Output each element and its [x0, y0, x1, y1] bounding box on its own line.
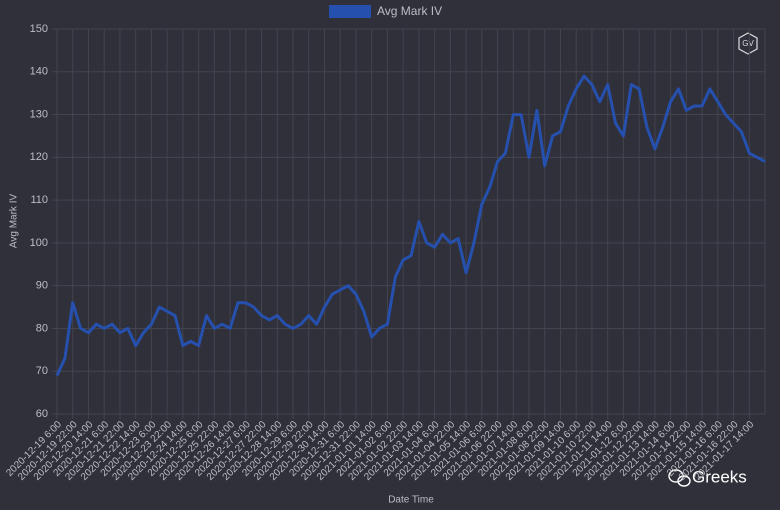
watermark-icon	[677, 475, 691, 487]
y-tick-label: 90	[36, 280, 48, 292]
y-tick-label: 100	[30, 237, 48, 249]
logo-badge: GV	[738, 32, 758, 55]
x-axis-label: Date Time	[388, 495, 434, 506]
watermark-group: Greeks	[668, 467, 747, 487]
y-tick-label: 150	[30, 23, 48, 35]
legend-swatch	[329, 5, 371, 18]
watermark-text: Greeks	[692, 467, 747, 486]
y-tick-label: 70	[36, 365, 48, 377]
y-tick-label: 80	[36, 322, 48, 334]
legend-label: Avg Mark IV	[377, 4, 442, 18]
y-tick-label: 60	[36, 408, 48, 420]
data-line	[55, 74, 766, 377]
logo-text: GV	[742, 39, 754, 48]
y-tick-label: 130	[30, 108, 48, 120]
logo-hexagon	[738, 32, 758, 55]
y-tick-label: 120	[30, 151, 48, 163]
y-tick-label: 110	[30, 194, 48, 206]
y-axis-label: Avg Mark IV	[9, 194, 20, 249]
y-tick-label: 140	[30, 66, 48, 78]
